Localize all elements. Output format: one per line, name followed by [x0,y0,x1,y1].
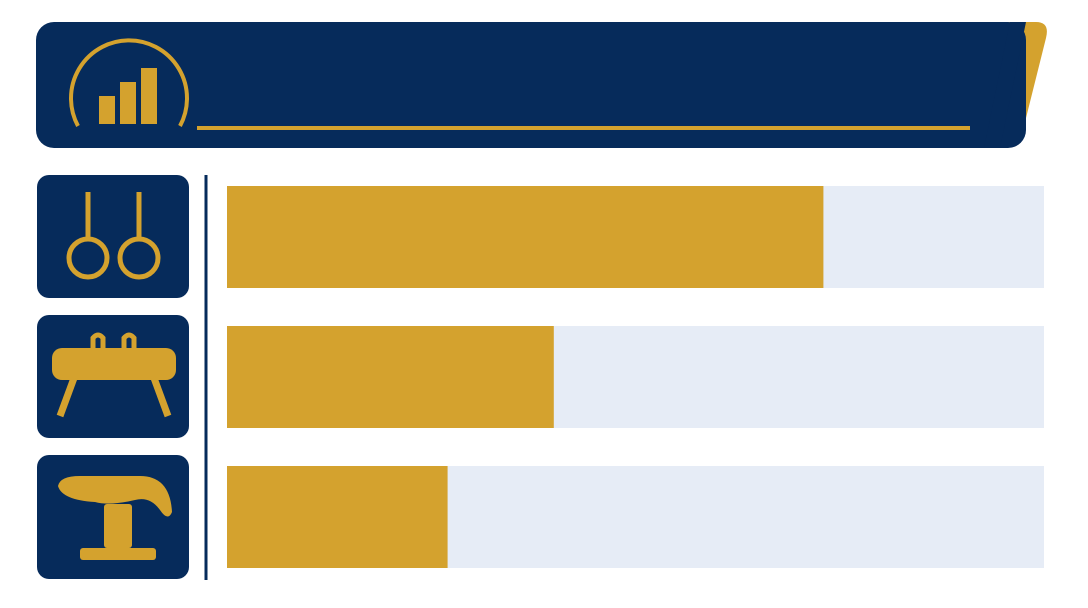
header-slant [984,22,1026,148]
header-icon-bar [141,68,157,124]
bar [227,466,448,568]
icons [37,175,208,580]
pommel-horse-icon [52,332,176,418]
header-icon-bar [120,82,136,124]
bar [227,326,554,428]
header-banner [36,22,1026,148]
header-icon-ring [69,38,189,127]
vault-icon [58,476,172,560]
icon-box [37,175,189,298]
bar [227,186,824,288]
header-icon-bar [99,96,115,124]
rings-icon [66,192,161,280]
header [36,22,1047,148]
